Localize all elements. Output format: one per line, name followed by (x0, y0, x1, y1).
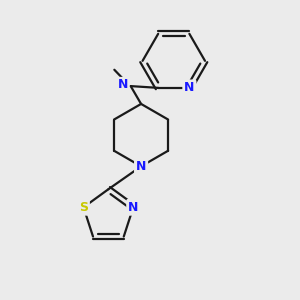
Text: N: N (184, 81, 195, 94)
Text: S: S (79, 201, 88, 214)
Text: N: N (136, 160, 146, 173)
Text: N: N (118, 78, 128, 91)
Text: N: N (128, 201, 139, 214)
